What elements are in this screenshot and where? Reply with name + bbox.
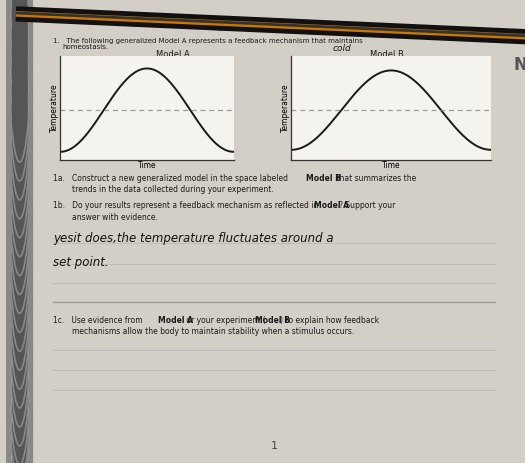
Text: Model B: Model B	[306, 174, 341, 182]
Circle shape	[12, 281, 27, 463]
Circle shape	[12, 357, 27, 463]
Circle shape	[12, 338, 27, 463]
Text: or your experiment (: or your experiment (	[184, 316, 266, 325]
Circle shape	[12, 35, 27, 220]
Circle shape	[12, 300, 27, 463]
Text: that summarizes the: that summarizes the	[334, 174, 417, 182]
Circle shape	[12, 224, 27, 409]
Circle shape	[12, 54, 27, 239]
Circle shape	[12, 92, 27, 277]
Circle shape	[12, 0, 27, 144]
Circle shape	[12, 0, 27, 163]
Text: mechanisms allow the body to maintain stability when a stimulus occurs.: mechanisms allow the body to maintain st…	[72, 327, 354, 336]
Circle shape	[12, 130, 27, 315]
Text: ? Support your: ? Support your	[339, 201, 395, 210]
Circle shape	[12, 0, 27, 125]
Text: Student Directions and M: Student Directions and M	[218, 27, 288, 32]
Circle shape	[12, 205, 27, 390]
Circle shape	[12, 186, 27, 371]
Text: 1: 1	[271, 441, 278, 451]
Text: Model A: Model A	[156, 50, 190, 59]
Text: Model B: Model B	[370, 50, 404, 59]
Text: yesit does,the temperature fluctuates around a: yesit does,the temperature fluctuates ar…	[54, 232, 334, 245]
X-axis label: Time: Time	[382, 161, 401, 170]
Text: trends in the data collected during your experiment.: trends in the data collected during your…	[72, 185, 274, 194]
Text: Model A: Model A	[158, 316, 193, 325]
Circle shape	[12, 319, 27, 463]
Circle shape	[12, 16, 27, 201]
Circle shape	[12, 148, 27, 333]
Y-axis label: Temperature: Temperature	[281, 83, 290, 132]
Circle shape	[12, 167, 27, 352]
Text: 1b.   Do your results represent a feedback mechanism as reflected in: 1b. Do your results represent a feedback…	[54, 201, 321, 210]
Text: Model A: Model A	[314, 201, 349, 210]
Text: 1.   The following generalized Model A represents a feedback mechanism that main: 1. The following generalized Model A rep…	[54, 38, 363, 44]
Circle shape	[12, 262, 27, 447]
Text: 1c.   Use evidence from: 1c. Use evidence from	[54, 316, 145, 325]
Circle shape	[12, 73, 27, 258]
Text: set point.: set point.	[54, 256, 109, 269]
Text: ) to explain how feedback: ) to explain how feedback	[280, 316, 380, 325]
Text: cold: cold	[333, 44, 352, 53]
Circle shape	[12, 111, 27, 296]
Text: answer with evidence.: answer with evidence.	[72, 213, 158, 222]
Circle shape	[12, 0, 27, 106]
Circle shape	[12, 0, 27, 182]
Circle shape	[12, 243, 27, 428]
Y-axis label: Temperature: Temperature	[50, 83, 59, 132]
Text: homeostasis.: homeostasis.	[63, 44, 109, 50]
Text: 1a.   Construct a new generalized model in the space labeled: 1a. Construct a new generalized model in…	[54, 174, 291, 182]
X-axis label: Time: Time	[138, 161, 156, 170]
Text: Student Answer Packet: Student Answer Packet	[218, 21, 281, 26]
Text: N: N	[514, 56, 525, 74]
Text: Model B: Model B	[255, 316, 289, 325]
